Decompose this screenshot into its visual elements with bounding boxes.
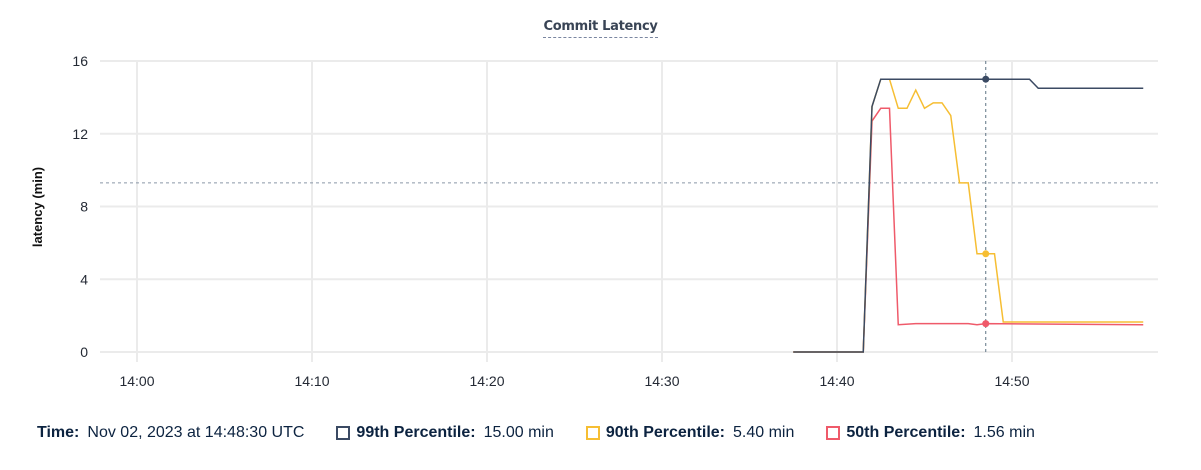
series-line-50th <box>793 107 1144 353</box>
hover-point-90th <box>982 250 990 258</box>
p99-swatch-icon <box>336 426 351 440</box>
y-tick-label: 16 <box>72 53 88 69</box>
x-tick-label: 14:20 <box>469 373 504 389</box>
y-axis-label: latency (min) <box>30 167 45 247</box>
y-tick-label: 12 <box>72 126 88 142</box>
y-tick-label: 0 <box>80 344 88 360</box>
legend-label: 99th Percentile: <box>356 424 476 441</box>
series-line-90th <box>793 78 1144 353</box>
legend-time: Time: Nov 02, 2023 at 14:48:30 UTC <box>37 424 304 442</box>
time-label: Time: <box>37 424 80 441</box>
legend-value: 5.40 min <box>733 424 795 441</box>
legend-item-p90[interactable]: 90th Percentile: 5.40 min <box>585 424 795 442</box>
y-tick-label: 4 <box>80 271 88 287</box>
legend-label: 90th Percentile: <box>605 424 725 441</box>
legend-item-p50[interactable]: 50th Percentile: 1.56 min <box>826 424 1035 442</box>
p50-swatch-icon <box>826 426 841 440</box>
hover-point-99th <box>982 75 990 83</box>
legend-label: 50th Percentile: <box>846 424 966 441</box>
x-tick-label: 14:00 <box>119 373 154 389</box>
legend-item-p99[interactable]: 99th Percentile: 15.00 min <box>336 424 554 442</box>
x-tick-label: 14:40 <box>819 373 854 389</box>
x-tick-label: 14:10 <box>294 373 329 389</box>
legend-value: 15.00 min <box>483 424 554 441</box>
series-line-99th <box>793 78 1144 353</box>
x-tick-label: 14:50 <box>994 373 1029 389</box>
chart-title-text: Commit Latency <box>543 19 658 38</box>
legend: Time: Nov 02, 2023 at 14:48:30 UTC 99th … <box>37 424 1067 442</box>
x-tick-label: 14:30 <box>644 373 679 389</box>
latency-chart[interactable]: 14:00 14:10 14:20 14:30 14:40 14:50 0 4 8 12 16 lat… <box>0 0 1201 410</box>
p90-swatch-icon <box>585 426 600 440</box>
hover-point-50th <box>982 320 990 328</box>
legend-value: 1.56 min <box>973 424 1035 441</box>
y-tick-label: 8 <box>80 199 88 215</box>
time-value: Nov 02, 2023 at 14:48:30 UTC <box>87 424 305 441</box>
chart-title[interactable]: Commit Latency <box>0 17 1201 38</box>
